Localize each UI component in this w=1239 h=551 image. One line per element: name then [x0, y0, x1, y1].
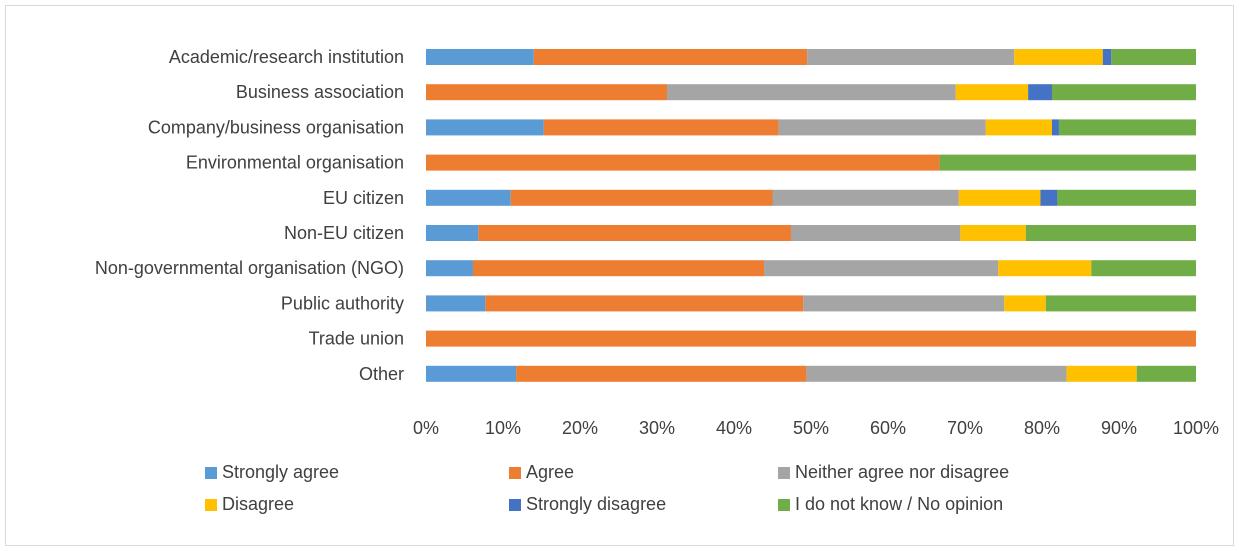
bar-i-do-not-know-no-opinion-business-association [1052, 84, 1196, 101]
bar-strongly-disagree-academic-research-institution [1102, 49, 1112, 65]
category-label-other: Other [359, 364, 404, 384]
legend-swatch-disagree [205, 499, 217, 511]
bar-neither-agree-nor-disagree-company-business-organisation [778, 119, 986, 136]
bar-neither-agree-nor-disagree-eu-citizen [772, 189, 959, 206]
category-label-non-governmental-organisation-ngo: Non-governmental organisation (NGO) [95, 258, 404, 278]
category-label-public-authority: Public authority [281, 293, 404, 313]
category-label-business-association: Business association [236, 82, 404, 102]
x-tick-label: 20% [562, 418, 598, 438]
bar-agree-company-business-organisation [543, 119, 779, 136]
category-labels: Academic/research institution Business as… [95, 47, 404, 384]
category-label-environmental-organisation: Environmental organisation [186, 153, 404, 173]
bar-strongly-disagree-company-business-organisation [1052, 119, 1059, 136]
category-label-non-eu-citizen: Non-EU citizen [284, 223, 404, 243]
stacked-bar-chart: Academic/research institution Business as… [95, 47, 1219, 514]
legend-label-strongly-agree: Strongly agree [222, 462, 339, 482]
bar-disagree-public-authority [1004, 295, 1046, 312]
bar-disagree-eu-citizen [958, 189, 1041, 206]
bar-i-do-not-know-no-opinion-environmental-organisation [939, 154, 1196, 171]
bar-strongly-agree-company-business-organisation [426, 119, 544, 136]
x-tick-label: 10% [485, 418, 521, 438]
bar-disagree-non-eu-citizen [960, 225, 1026, 241]
bar-agree-non-governmental-organisation-ngo [472, 260, 765, 277]
bar-disagree-academic-research-institution [1014, 49, 1103, 65]
x-axis-tick-labels: 0% 10% 20% 30% 40% 50% 60% 70% 80% 90% 100% [413, 418, 1219, 438]
category-label-academic-research-institution: Academic/research institution [169, 47, 404, 67]
bar-strongly-agree-non-eu-citizen [426, 225, 479, 241]
category-label-company-business-organisation: Company/business organisation [148, 117, 404, 137]
bar-disagree-business-association [955, 84, 1029, 101]
bar-strongly-disagree-eu-citizen [1040, 189, 1058, 206]
legend-label-strongly-disagree: Strongly disagree [526, 494, 666, 514]
bar-agree-environmental-organisation [426, 154, 940, 171]
bar-agree-public-authority [485, 295, 804, 312]
bars-layer [426, 49, 1196, 382]
bar-agree-eu-citizen [510, 189, 773, 206]
bar-i-do-not-know-no-opinion-company-business-organisation [1058, 119, 1196, 136]
bar-strongly-disagree-business-association [1028, 84, 1053, 101]
bar-disagree-company-business-organisation [985, 119, 1053, 136]
x-tick-label: 60% [870, 418, 906, 438]
bar-i-do-not-know-no-opinion-eu-citizen [1057, 189, 1196, 206]
legend-label-agree: Agree [526, 462, 574, 482]
x-tick-label: 90% [1101, 418, 1137, 438]
bar-neither-agree-nor-disagree-non-eu-citizen [790, 225, 961, 241]
bar-strongly-agree-non-governmental-organisation-ngo [426, 260, 473, 277]
x-tick-label: 80% [1024, 418, 1060, 438]
x-tick-label: 30% [639, 418, 675, 438]
x-tick-label: 70% [947, 418, 983, 438]
bar-neither-agree-nor-disagree-business-association [667, 84, 956, 101]
bar-agree-other [516, 365, 807, 382]
legend-label-i-do-not-know-no-opinion: I do not know / No opinion [795, 494, 1003, 514]
legend-swatch-strongly-disagree [509, 499, 521, 511]
legend-label-disagree: Disagree [222, 494, 294, 514]
bar-agree-non-eu-citizen [478, 225, 791, 241]
chart-frame: Academic/research institution Business as… [5, 5, 1234, 546]
bar-i-do-not-know-no-opinion-non-eu-citizen [1025, 225, 1196, 241]
category-label-trade-union: Trade union [309, 329, 404, 349]
bar-strongly-agree-eu-citizen [426, 189, 511, 206]
bar-i-do-not-know-no-opinion-non-governmental-organisation-ngo [1091, 260, 1196, 277]
bar-agree-trade-union [426, 330, 1196, 347]
bar-i-do-not-know-no-opinion-academic-research-institution [1111, 49, 1196, 65]
legend-swatch-neither-agree-nor-disagree [778, 467, 790, 479]
bar-disagree-other [1066, 365, 1137, 382]
bar-strongly-agree-academic-research-institution [426, 49, 534, 65]
x-tick-label: 100% [1173, 418, 1219, 438]
bar-i-do-not-know-no-opinion-public-authority [1045, 295, 1196, 312]
bar-strongly-agree-other [426, 365, 517, 382]
bar-disagree-non-governmental-organisation-ngo [998, 260, 1092, 277]
bar-neither-agree-nor-disagree-other [806, 365, 1067, 382]
x-tick-label: 0% [413, 418, 439, 438]
legend-swatch-i-do-not-know-no-opinion [778, 499, 790, 511]
category-label-eu-citizen: EU citizen [323, 188, 404, 208]
bar-agree-academic-research-institution [533, 49, 808, 65]
legend: Strongly agree Agree Neither agree nor dis… [205, 462, 1009, 514]
x-tick-label: 40% [716, 418, 752, 438]
bar-neither-agree-nor-disagree-public-authority [803, 295, 1005, 312]
bar-neither-agree-nor-disagree-non-governmental-organisation-ngo [764, 260, 999, 277]
bar-agree-business-association [426, 84, 668, 101]
bar-neither-agree-nor-disagree-academic-research-institution [807, 49, 1015, 65]
legend-swatch-strongly-agree [205, 467, 217, 479]
bar-strongly-agree-public-authority [426, 295, 486, 312]
bar-i-do-not-know-no-opinion-other [1136, 365, 1196, 382]
legend-swatch-agree [509, 467, 521, 479]
legend-label-neither-agree-nor-disagree: Neither agree nor disagree [795, 462, 1009, 482]
x-tick-label: 50% [793, 418, 829, 438]
